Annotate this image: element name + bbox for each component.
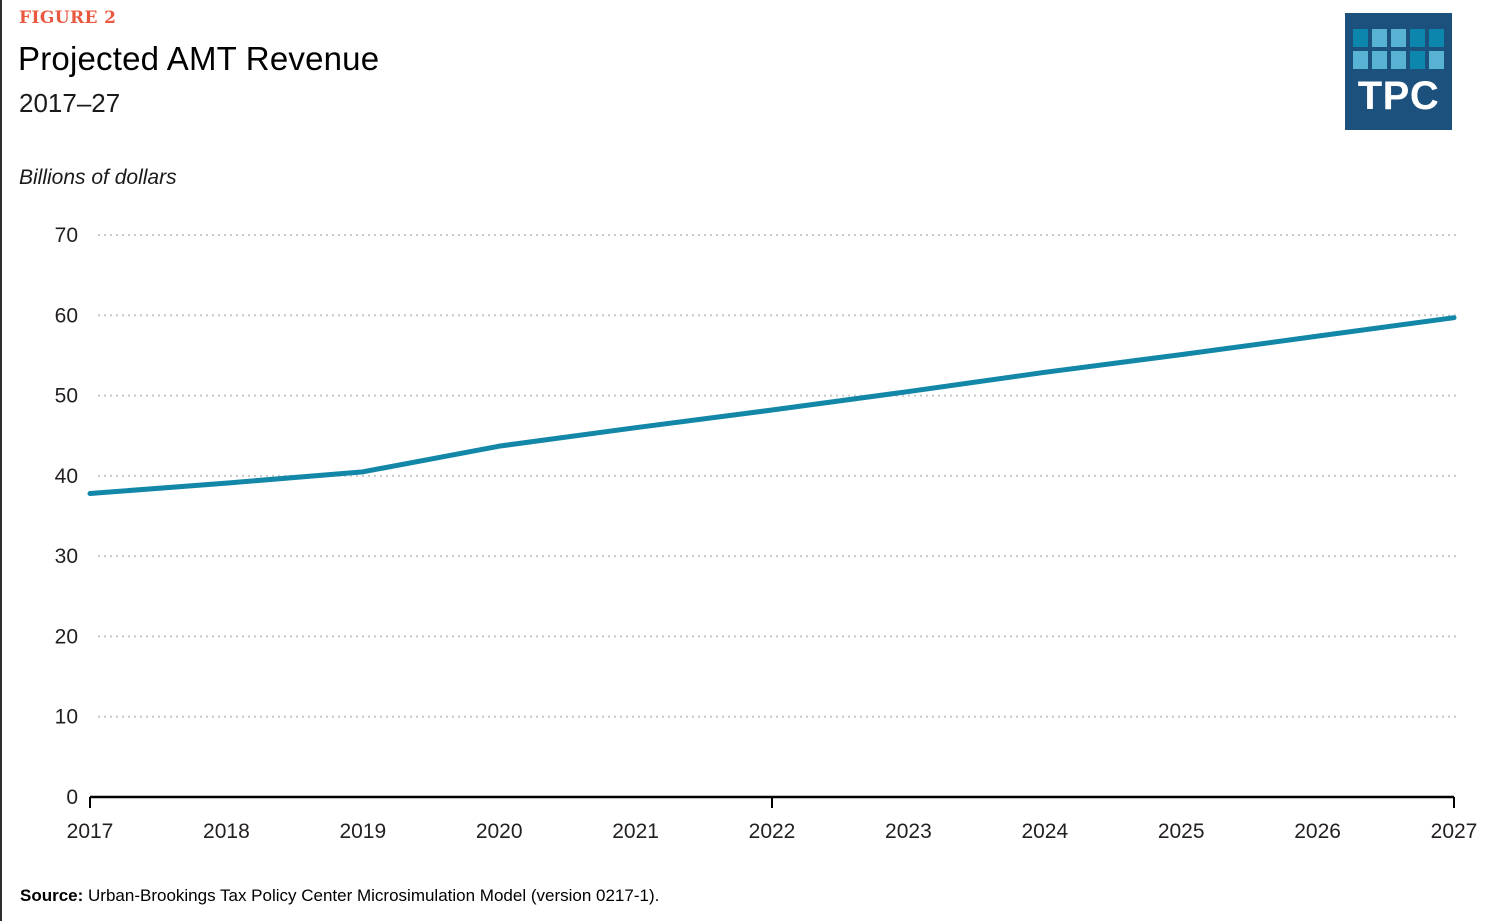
logo-square (1353, 51, 1368, 69)
logo-square (1372, 51, 1387, 69)
tpc-logo: TPC (1345, 13, 1452, 130)
x-tick-label: 2025 (1158, 820, 1205, 843)
y-tick-label: 50 (55, 385, 78, 408)
chart-title: Projected AMT Revenue (18, 40, 380, 77)
x-tick-label: 2019 (339, 820, 386, 843)
source-line: Source: Urban-Brookings Tax Policy Cente… (20, 886, 659, 906)
source-prefix: Source: (20, 886, 84, 905)
y-tick-label: 10 (55, 706, 78, 729)
logo-text: TPC (1357, 74, 1440, 118)
logo-square (1372, 29, 1387, 47)
revenue-series-line (87, 315, 1457, 497)
x-tick-label: 2021 (612, 820, 659, 843)
logo-square (1429, 51, 1444, 69)
logo-grid (1353, 29, 1444, 69)
x-tick-label: 2024 (1021, 820, 1068, 843)
x-tick-label: 2026 (1294, 820, 1341, 843)
y-tick-label: 0 (66, 786, 78, 809)
y-tick-label: 60 (55, 304, 78, 327)
y-tick-label: 20 (55, 625, 78, 648)
x-tick-label: 2017 (67, 820, 114, 843)
y-tick-label: 30 (55, 545, 78, 568)
y-tick-label: 70 (55, 224, 78, 247)
y-tick-label: 40 (55, 465, 78, 488)
logo-square (1410, 51, 1425, 69)
chart-subtitle: 2017–27 (19, 88, 121, 118)
y-axis-unit-label: Billions of dollars (19, 166, 177, 189)
x-tick-label: 2022 (749, 820, 796, 843)
x-tick-label: 2023 (885, 820, 932, 843)
source-text: Urban-Brookings Tax Policy Center Micros… (83, 886, 660, 905)
logo-square (1410, 29, 1425, 47)
logo-square (1391, 29, 1406, 47)
logo-square (1429, 29, 1444, 47)
logo-square (1391, 51, 1406, 69)
figure-number-label: FIGURE 2 (19, 8, 117, 28)
logo-square (1353, 29, 1368, 47)
x-tick-label: 2027 (1431, 820, 1478, 843)
x-tick-label: 2018 (203, 820, 250, 843)
x-tick-label: 2020 (476, 820, 523, 843)
